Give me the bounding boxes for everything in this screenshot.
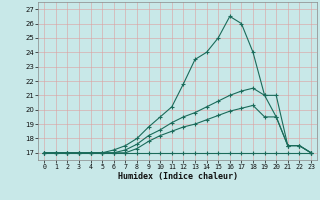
X-axis label: Humidex (Indice chaleur): Humidex (Indice chaleur)	[118, 172, 238, 181]
